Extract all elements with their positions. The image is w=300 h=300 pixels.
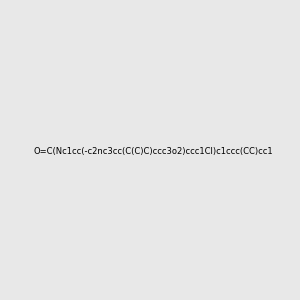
Text: O=C(Nc1cc(-c2nc3cc(C(C)C)ccc3o2)ccc1Cl)c1ccc(CC)cc1: O=C(Nc1cc(-c2nc3cc(C(C)C)ccc3o2)ccc1Cl)c… <box>34 147 274 156</box>
